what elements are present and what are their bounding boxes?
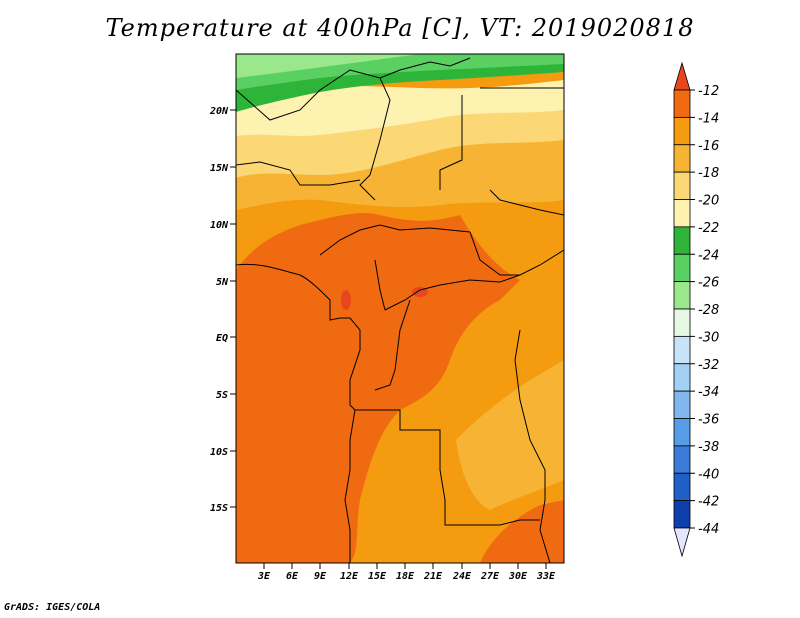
colorbar-level-label: -32 <box>698 358 719 373</box>
lon-tick-6e: 6E <box>286 563 299 582</box>
lat-tick-15s: 15S <box>210 503 236 514</box>
lon-tick-3e: 3E <box>257 563 271 582</box>
colorbar-level-label: -42 <box>698 495 719 510</box>
lon-tick-21e: 21E <box>423 563 443 582</box>
colorbar-swatch <box>673 253 691 283</box>
svg-text:27E: 27E <box>480 571 500 582</box>
colorbar-level-label: -30 <box>698 330 719 345</box>
colorbar: -12 -14 -16 -18 -20 -22 -24 -26 -28 -30 -32 -34 -36 -… <box>673 61 719 558</box>
lat-tick-10s: 10S <box>210 447 236 458</box>
colorbar-swatch <box>673 171 691 200</box>
chart-title: Temperature at 400hPa [C], VT: 201902081… <box>105 14 695 42</box>
svg-text:6E: 6E <box>286 571 299 582</box>
lon-tick-12e: 12E <box>340 563 359 582</box>
svg-text:18E: 18E <box>396 571 415 582</box>
colorbar-level-label: -24 <box>698 248 719 263</box>
colorbar-swatch <box>673 363 691 392</box>
lon-tick-18e: 18E <box>396 563 415 582</box>
temperature-field <box>236 54 564 563</box>
colorbar-cap-top <box>673 61 691 91</box>
svg-text:30E: 30E <box>508 571 528 582</box>
colorbar-swatch <box>673 390 691 419</box>
colorbar-level-label: -20 <box>698 194 719 209</box>
colorbar-level-label: -44 <box>698 522 719 537</box>
lat-axis: 20N 15N 10N 5N EQ 5S 10S 15S <box>209 106 236 514</box>
colorbar-swatch <box>673 89 691 118</box>
border-lines <box>236 57 564 563</box>
colorbar-level-label: -26 <box>698 276 719 291</box>
svg-text:33E: 33E <box>536 571 556 582</box>
colorbar-swatch <box>673 281 691 310</box>
svg-text:3E: 3E <box>257 571 271 582</box>
colorbar-swatch <box>673 144 691 173</box>
colorbar-level-label: -36 <box>698 413 719 428</box>
credit-label: GrADS: IGES/COLA <box>4 602 101 613</box>
svg-text:21E: 21E <box>423 571 443 582</box>
colorbar-level-label: -16 <box>698 139 719 154</box>
svg-text:15S: 15S <box>210 503 228 514</box>
colorbar-swatch <box>673 418 691 447</box>
colorbar-swatch <box>673 308 691 337</box>
colorbar-level-label: -18 <box>698 166 719 181</box>
map-frame <box>235 53 565 564</box>
lat-tick-5n: 5N <box>216 277 236 288</box>
svg-text:EQ: EQ <box>216 333 228 344</box>
colorbar-level-label: -28 <box>698 303 719 318</box>
colorbar-level-label: -14 <box>698 111 719 126</box>
lon-tick-24e: 24E <box>452 563 472 582</box>
lon-tick-30e: 30E <box>508 563 528 582</box>
svg-text:10S: 10S <box>210 447 228 458</box>
colorbar-level-label: -38 <box>698 440 719 455</box>
lat-tick-15n: 15N <box>210 163 236 174</box>
lat-tick-10n: 10N <box>210 220 236 231</box>
svg-text:20N: 20N <box>209 106 229 117</box>
lon-axis: 3E 6E 9E 12E 15E 18E 21E 24E 27E 30E 33E <box>257 563 556 582</box>
lon-tick-9e: 9E <box>314 563 327 582</box>
lat-tick-20n: 20N <box>209 106 236 117</box>
lon-tick-27e: 27E <box>480 563 500 582</box>
lon-tick-33e: 33E <box>536 563 556 582</box>
svg-text:15E: 15E <box>368 571 387 582</box>
colorbar-level-label: -22 <box>698 221 719 236</box>
colorbar-level-label: -12 <box>698 84 719 99</box>
colorbar-swatch <box>673 472 691 502</box>
svg-text:15N: 15N <box>210 163 229 174</box>
colorbar-swatch <box>673 226 691 255</box>
colorbar-swatch <box>673 335 691 365</box>
colorbar-swatch <box>673 116 691 146</box>
svg-text:12E: 12E <box>340 571 359 582</box>
svg-text:24E: 24E <box>452 571 472 582</box>
colorbar-cap-bottom <box>673 527 691 558</box>
colorbar-level-label: -40 <box>698 467 719 482</box>
colorbar-swatch <box>673 445 691 474</box>
colorbar-swatch <box>673 199 691 228</box>
svg-text:5S: 5S <box>216 390 228 401</box>
lon-tick-15e: 15E <box>368 563 387 582</box>
lat-tick-eq: EQ <box>216 333 236 344</box>
colorbar-level-label: -34 <box>698 385 719 400</box>
svg-text:5N: 5N <box>216 277 229 288</box>
colorbar-swatch <box>673 500 691 529</box>
svg-text:9E: 9E <box>314 571 327 582</box>
svg-text:10N: 10N <box>210 220 229 231</box>
lat-tick-5s: 5S <box>216 390 236 401</box>
